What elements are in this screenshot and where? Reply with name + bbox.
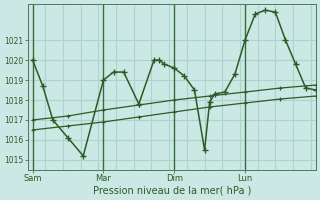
X-axis label: Pression niveau de la mer( hPa ): Pression niveau de la mer( hPa )	[92, 186, 251, 196]
